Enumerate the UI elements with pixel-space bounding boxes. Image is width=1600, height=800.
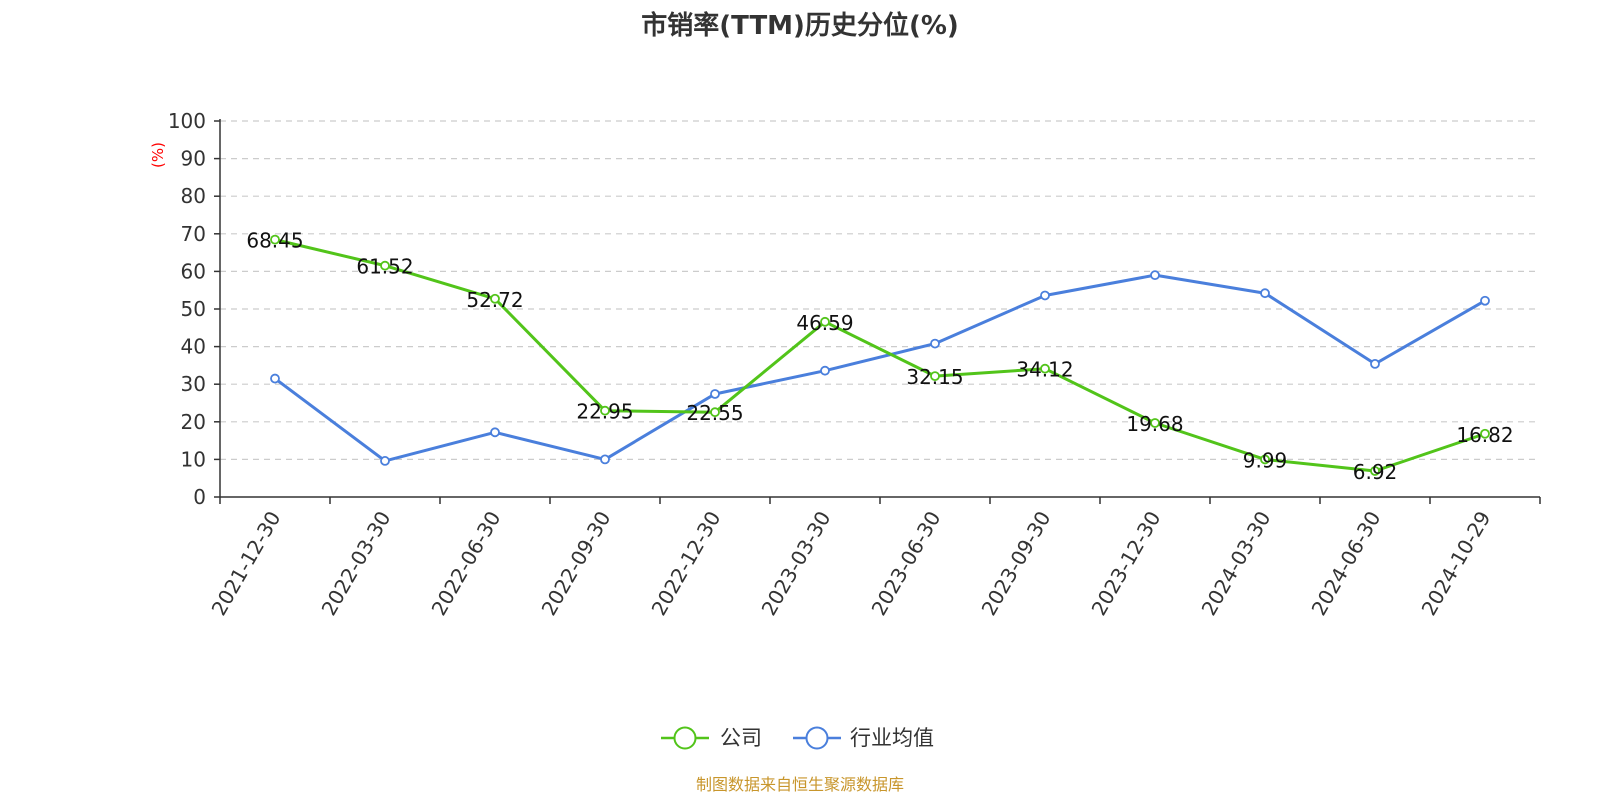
data-point[interactable] <box>820 365 830 376</box>
data-label: 61.52 <box>356 255 413 279</box>
x-tick-label: 2022-12-30 <box>646 507 725 620</box>
y-tick-label: 20 <box>181 410 206 434</box>
data-point[interactable] <box>490 293 500 304</box>
y-tick-label: 70 <box>181 222 206 246</box>
data-point[interactable] <box>930 338 940 349</box>
data-point[interactable] <box>820 316 830 327</box>
y-tick-label: 60 <box>181 259 206 283</box>
series-line <box>274 238 1486 473</box>
data-labels: 68.45 61.52 52.72 22.95 22.55 46.59 32.15 34.12… <box>246 229 1513 484</box>
data-label: 22.55 <box>686 401 743 425</box>
data-point[interactable] <box>380 260 390 271</box>
y-tick-label: 40 <box>181 335 206 359</box>
data-point[interactable] <box>380 456 390 466</box>
data-point[interactable] <box>1040 363 1050 374</box>
data-label: 6.92 <box>1353 460 1398 484</box>
source-note: 制图数据来自恒生聚源数据库 <box>696 775 904 794</box>
data-point[interactable] <box>1150 418 1160 428</box>
x-tick-label: 2024-10-29 <box>1416 507 1495 620</box>
data-label: 19.68 <box>1126 412 1183 436</box>
x-tick-label: 2023-03-30 <box>756 507 835 620</box>
gridlines <box>220 120 1540 460</box>
legend-label: 行业均值 <box>850 726 934 750</box>
data-label: 46.59 <box>796 311 853 335</box>
x-tick-label: 2022-03-30 <box>316 507 395 620</box>
data-label: 52.72 <box>466 288 523 312</box>
chart-title: 市销率(TTM)历史分位(%) <box>641 10 959 41</box>
x-tick-label: 2021-12-30 <box>206 507 285 620</box>
data-label: 32.15 <box>906 365 963 389</box>
data-label: 34.12 <box>1016 358 1073 382</box>
data-label: 16.82 <box>1456 423 1513 447</box>
legend-item-行业均值[interactable]: 行业均值 <box>793 726 934 750</box>
legend-marker <box>673 726 697 750</box>
data-point[interactable] <box>930 371 940 382</box>
series-layer <box>270 234 1490 476</box>
series-line <box>274 273 1486 463</box>
data-point[interactable] <box>1150 270 1160 281</box>
y-tick-label: 80 <box>181 184 206 208</box>
data-point[interactable] <box>1370 358 1380 369</box>
data-point[interactable] <box>270 373 280 384</box>
data-point[interactable] <box>600 454 610 465</box>
x-tick-label: 2022-09-30 <box>536 507 615 620</box>
x-tick-label: 2023-09-30 <box>976 507 1055 620</box>
data-label: 9.99 <box>1243 448 1288 472</box>
series-公司 <box>270 234 1490 476</box>
data-point[interactable] <box>1260 288 1270 299</box>
legend-label: 公司 <box>720 726 762 750</box>
y-tick-label: 50 <box>181 297 206 321</box>
y-tick-label: 100 <box>168 109 206 133</box>
data-point[interactable] <box>710 389 720 399</box>
data-point[interactable] <box>1480 428 1490 439</box>
data-point[interactable] <box>1260 454 1270 465</box>
data-point[interactable] <box>1370 466 1380 476</box>
x-tick-label: 2022-06-30 <box>426 507 505 620</box>
y-tick-label: 0 <box>193 485 206 509</box>
data-point[interactable] <box>270 234 280 245</box>
x-tick-label: 2024-03-30 <box>1196 507 1275 620</box>
data-point[interactable] <box>1480 295 1490 306</box>
series-行业均值 <box>270 270 1490 466</box>
data-point[interactable] <box>1040 290 1050 301</box>
data-point[interactable] <box>600 405 610 416</box>
data-point[interactable] <box>490 427 500 438</box>
legend-marker <box>805 726 829 750</box>
y-tick-label: 90 <box>181 147 206 171</box>
x-tick-label: 2023-06-30 <box>866 507 945 620</box>
y-tick-label: 10 <box>181 447 206 471</box>
data-label: 22.95 <box>576 400 633 424</box>
y-axis-unit-label: (%) <box>149 142 167 168</box>
legend[interactable]: 公司 行业均值 <box>661 726 934 750</box>
x-tick-label: 2023-12-30 <box>1086 507 1165 620</box>
legend-item-公司[interactable]: 公司 <box>661 726 762 750</box>
data-point[interactable] <box>710 407 720 418</box>
y-tick-label: 30 <box>181 372 206 396</box>
x-tick-label: 2024-06-30 <box>1306 507 1385 620</box>
data-label: 68.45 <box>246 229 303 253</box>
